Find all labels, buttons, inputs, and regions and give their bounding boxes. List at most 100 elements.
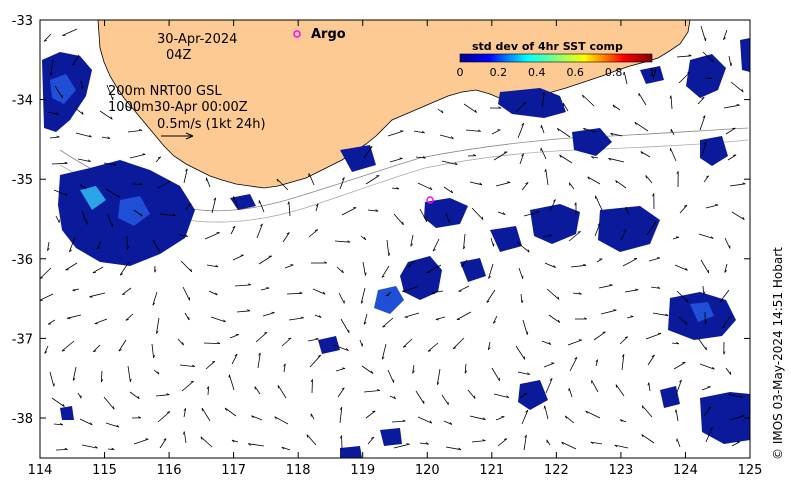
current-vector	[211, 197, 217, 214]
current-vector-head	[441, 110, 444, 114]
current-vector	[445, 446, 461, 451]
current-vector-head	[206, 386, 209, 390]
current-vector-head	[258, 352, 261, 356]
current-vector	[621, 354, 625, 371]
x-tick-label: 124	[673, 463, 698, 478]
current-vector-head	[676, 341, 680, 345]
current-vector	[725, 367, 732, 375]
current-vector-head	[615, 180, 618, 184]
current-vector	[119, 261, 130, 276]
current-vector	[181, 380, 194, 392]
current-vector-head	[525, 409, 529, 413]
current-vector	[183, 408, 187, 418]
current-vector	[276, 178, 289, 191]
current-vector-head	[709, 427, 713, 430]
current-vector	[487, 341, 491, 350]
current-vector	[598, 284, 613, 289]
current-vector-head	[100, 379, 104, 383]
current-vector-head	[53, 383, 55, 387]
current-vector	[308, 229, 319, 238]
current-vector-head	[372, 410, 376, 413]
current-vector-head	[701, 97, 705, 99]
current-vector-head	[247, 283, 252, 286]
current-vector	[443, 420, 453, 425]
current-vector	[179, 364, 195, 367]
current-vector-head	[376, 389, 381, 391]
date-label: 30-Apr-2024	[157, 32, 237, 47]
current-vector-head	[493, 243, 495, 247]
current-vector-head	[281, 446, 285, 450]
current-vector	[595, 359, 599, 367]
current-vector	[456, 311, 472, 320]
current-vector-head	[461, 264, 465, 267]
current-vector-head	[56, 135, 60, 138]
current-vector	[387, 369, 395, 383]
colorbar-tick-label: 0.2	[490, 66, 508, 79]
current-vector-head	[119, 273, 123, 276]
current-vector	[367, 209, 379, 212]
current-vector-head	[166, 393, 170, 396]
x-tick-label: 119	[350, 463, 375, 478]
current-vector	[386, 239, 390, 256]
current-vector	[336, 266, 344, 274]
current-vector-head	[310, 379, 313, 383]
current-vector	[565, 415, 575, 424]
current-vector	[334, 240, 351, 243]
current-vector-head	[200, 436, 203, 440]
current-vector	[582, 94, 595, 107]
current-vector-head	[723, 351, 726, 355]
current-vector-head	[521, 153, 524, 157]
colorbar: std dev of 4hr SST comp 0 0.2 0.4 0.6 0.8 1	[457, 40, 656, 79]
current-vector	[541, 125, 545, 134]
current-vector	[731, 211, 745, 221]
current-vector	[426, 264, 442, 273]
current-vector-head	[536, 211, 540, 213]
current-vector	[491, 129, 501, 135]
current-vector	[381, 265, 390, 278]
current-vector	[652, 312, 669, 317]
current-vector-head	[591, 156, 594, 159]
current-vector	[548, 314, 560, 323]
current-vector-head	[507, 181, 511, 183]
current-vector	[593, 331, 606, 341]
current-vector	[646, 221, 657, 236]
current-vector-head	[185, 234, 188, 237]
current-vector	[72, 366, 77, 381]
current-vector	[463, 103, 477, 113]
current-vector	[641, 434, 655, 444]
current-vector-head	[552, 199, 556, 202]
current-vector-head	[286, 232, 290, 235]
current-vector	[559, 154, 573, 164]
current-vector	[363, 390, 380, 393]
current-vector	[723, 29, 728, 40]
current-vector	[614, 444, 629, 449]
current-vector	[133, 438, 149, 445]
current-vector-head	[90, 422, 93, 426]
current-vector-head	[676, 171, 679, 175]
current-vector-head	[276, 178, 279, 182]
current-vector-head	[449, 421, 453, 425]
current-vector	[615, 384, 625, 397]
x-axis: 114 115 116 117 118 119 120 121 122 123 124 125	[28, 20, 762, 478]
current-vector-head	[271, 311, 275, 313]
current-vector-head	[50, 72, 53, 76]
current-vector-head	[393, 396, 397, 400]
current-vector-head	[64, 161, 68, 164]
current-vector	[523, 435, 527, 451]
current-vector-head	[450, 190, 454, 194]
current-vector	[49, 371, 55, 387]
current-vector-head	[685, 321, 688, 325]
current-vector-head	[561, 441, 564, 445]
x-tick-label: 114	[28, 463, 53, 478]
current-vector	[185, 203, 192, 210]
current-vector	[155, 394, 170, 397]
current-vector-head	[641, 405, 644, 409]
current-vector	[156, 317, 160, 334]
current-vector	[541, 340, 552, 345]
current-vector-head	[498, 106, 502, 109]
current-vector	[341, 207, 357, 216]
current-vector	[595, 195, 603, 211]
current-vector	[645, 175, 653, 184]
current-vector	[311, 379, 313, 394]
current-vector-head	[402, 221, 404, 225]
